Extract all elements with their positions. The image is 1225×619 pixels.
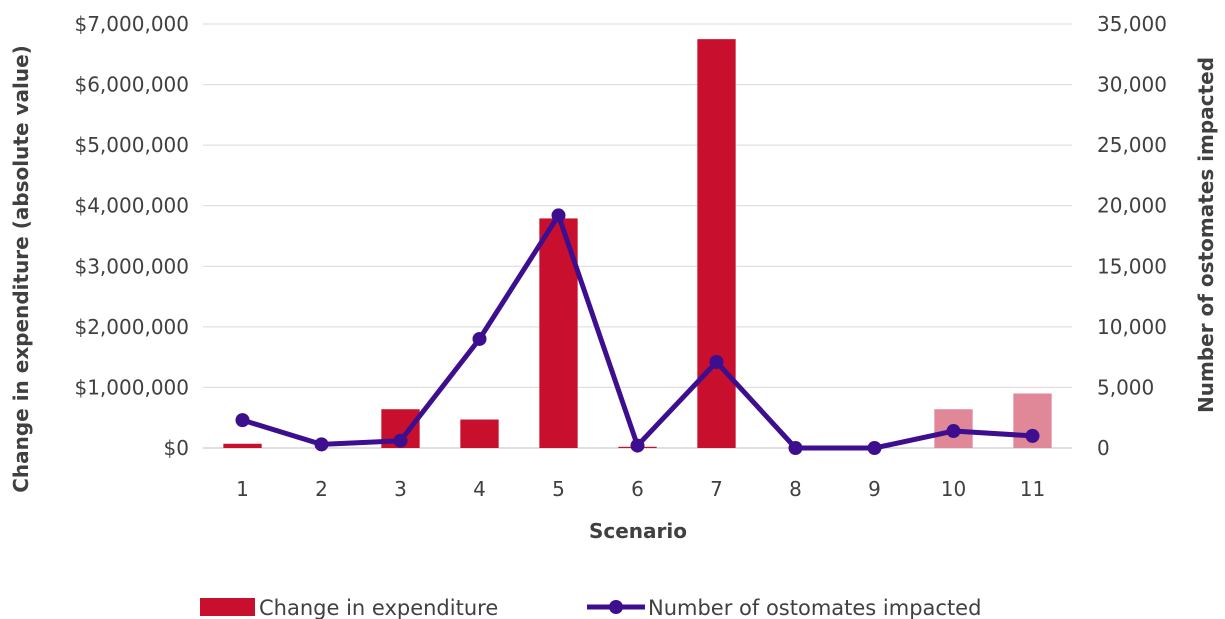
y-tick-label: $4,000,000: [74, 194, 189, 218]
y2-tick-label: 20,000: [1097, 194, 1167, 218]
line-point: [472, 331, 487, 346]
line-series: [235, 208, 1040, 455]
y2-tick-label: 0: [1097, 436, 1110, 460]
line-point: [314, 437, 329, 452]
x-tick-label: 10: [941, 477, 966, 501]
x-tick-label: 5: [552, 477, 565, 501]
x-tick-label: 8: [789, 477, 802, 501]
line-point: [946, 424, 961, 439]
legend-bar-swatch: [200, 598, 255, 616]
legend: Change in expenditure Number of ostomate…: [200, 596, 981, 619]
y2-tick-label: 5,000: [1097, 375, 1154, 399]
x-tick-label: 9: [868, 477, 881, 501]
x-tick-label: 3: [394, 477, 407, 501]
line-point: [867, 441, 882, 455]
y-tick-label: $0: [164, 436, 189, 460]
x-axis-title: Scenario: [589, 519, 687, 543]
legend-bar-label: Change in expenditure: [259, 596, 498, 619]
y2-tick-label: 15,000: [1097, 254, 1167, 278]
line-point: [1025, 428, 1040, 443]
line-point: [393, 433, 408, 448]
x-tick-label: 7: [710, 477, 723, 501]
right-axis-ticks: 0 5,000 10,000 15,000 20,000 25,000 30,000 35,0…: [1097, 12, 1167, 460]
y2-axis-title: Number of ostomates impacted: [1194, 57, 1218, 413]
left-axis-ticks: $0 $1,000,000 $2,000,000 $3,000,000 $4,000,0…: [74, 12, 189, 460]
bar: [460, 419, 499, 448]
y-tick-label: $5,000,000: [74, 133, 189, 157]
bar-series: [223, 39, 1052, 449]
y-tick-label: $6,000,000: [74, 73, 189, 97]
line-point: [709, 354, 724, 369]
x-tick-label: 11: [1020, 477, 1045, 501]
y-tick-label: $2,000,000: [74, 315, 189, 339]
line-point: [235, 413, 250, 428]
bar: [697, 39, 736, 449]
y2-tick-label: 10,000: [1097, 315, 1167, 339]
line-path: [240, 212, 1035, 451]
y-axis-title: Change in expenditure (absolute value): [9, 45, 33, 493]
gridlines: [203, 23, 1072, 449]
legend-line-marker: [609, 600, 623, 614]
x-tick-label: 4: [473, 477, 486, 501]
line-point: [630, 438, 645, 453]
y2-tick-label: 35,000: [1097, 12, 1167, 36]
y-tick-label: $1,000,000: [74, 375, 189, 399]
legend-line-label: Number of ostomates impacted: [648, 596, 981, 619]
y-tick-label: $7,000,000: [74, 12, 189, 36]
bar: [223, 443, 262, 448]
line-point: [788, 441, 803, 455]
y2-tick-label: 30,000: [1097, 73, 1167, 97]
y2-tick-label: 25,000: [1097, 133, 1167, 157]
x-tick-label: 1: [236, 477, 249, 501]
x-axis-ticks: 1 2 3 4 5 6 7 8 9 10 11: [236, 477, 1045, 501]
line-point: [551, 208, 566, 223]
y-tick-label: $3,000,000: [74, 254, 189, 278]
x-tick-label: 6: [631, 477, 644, 501]
x-tick-label: 2: [315, 477, 328, 501]
